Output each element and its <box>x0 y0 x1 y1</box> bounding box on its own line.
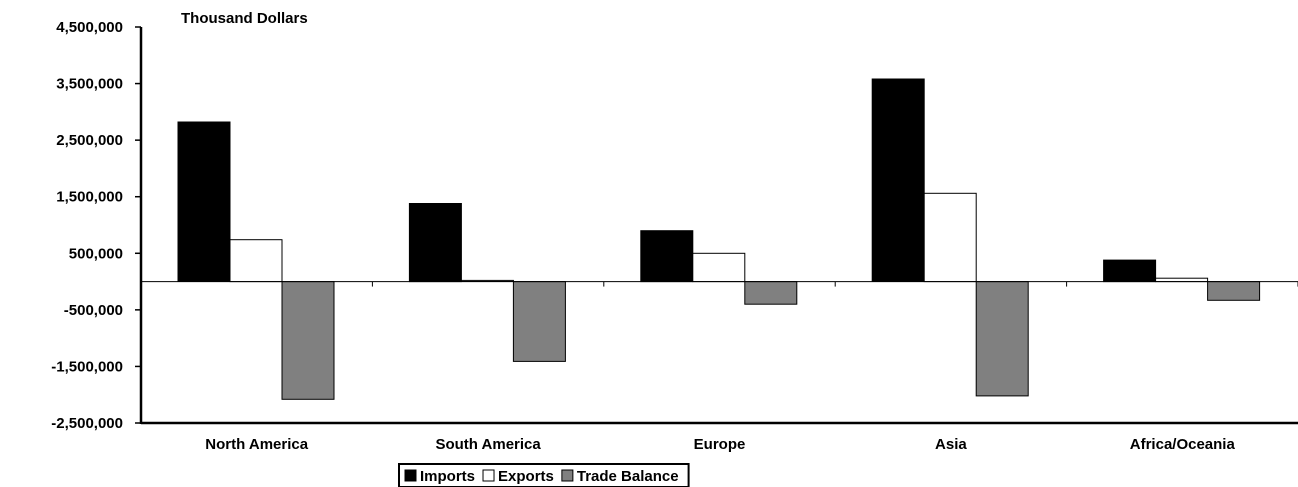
bar-imports-asia <box>871 78 925 282</box>
x-category-label: North America <box>205 436 308 453</box>
legend: Imports Exports Trade Balance <box>398 463 690 487</box>
y-axis-unit-label: Thousand Dollars <box>181 10 308 27</box>
bar-imports-north-america <box>177 121 231 282</box>
bar-trade-balance-south-america <box>512 281 566 362</box>
category-labels: North America South America Europe Asia Afri… <box>205 436 1235 453</box>
bar-trade-balance-africa-oceania <box>1207 281 1261 301</box>
axes-layer <box>135 26 1298 425</box>
bar-imports-africa-oceania <box>1103 259 1157 283</box>
bar-trade-balance-north-america <box>281 281 335 400</box>
bar-trade-balance-asia <box>975 281 1029 397</box>
y-tick-labels: 4,500,000 3,500,000 2,500,000 1,500,000 500,… <box>51 19 123 432</box>
y-tick-label: 2,500,000 <box>56 132 123 149</box>
bar-exports-north-america <box>229 239 283 283</box>
bar-trade-balance-europe <box>744 281 798 305</box>
y-tick-label: -1,500,000 <box>51 358 123 375</box>
x-category-label: Asia <box>935 436 967 453</box>
bars-layer <box>177 78 1261 400</box>
bar-imports-europe <box>640 230 694 283</box>
y-tick-label: 1,500,000 <box>56 189 123 206</box>
legend-label-trade-balance: Trade Balance <box>577 468 679 485</box>
bar-imports-south-america <box>408 203 462 283</box>
x-category-label: Africa/Oceania <box>1130 436 1236 453</box>
bar-exports-asia <box>923 192 977 283</box>
legend-swatch-imports <box>404 469 417 482</box>
x-category-label: South America <box>435 436 541 453</box>
y-tick-label: 3,500,000 <box>56 76 123 93</box>
legend-label-exports: Exports <box>498 468 554 485</box>
legend-swatch-trade-balance <box>561 469 574 482</box>
legend-swatch-exports <box>482 469 495 482</box>
x-category-label: Europe <box>694 436 746 453</box>
y-tick-label: -2,500,000 <box>51 415 123 432</box>
y-tick-label: 500,000 <box>69 245 123 262</box>
legend-label-imports: Imports <box>420 468 475 485</box>
bar-exports-europe <box>692 252 746 283</box>
y-tick-label: -500,000 <box>64 302 123 319</box>
y-tick-label: 4,500,000 <box>56 19 123 36</box>
legend-frame <box>398 463 690 487</box>
